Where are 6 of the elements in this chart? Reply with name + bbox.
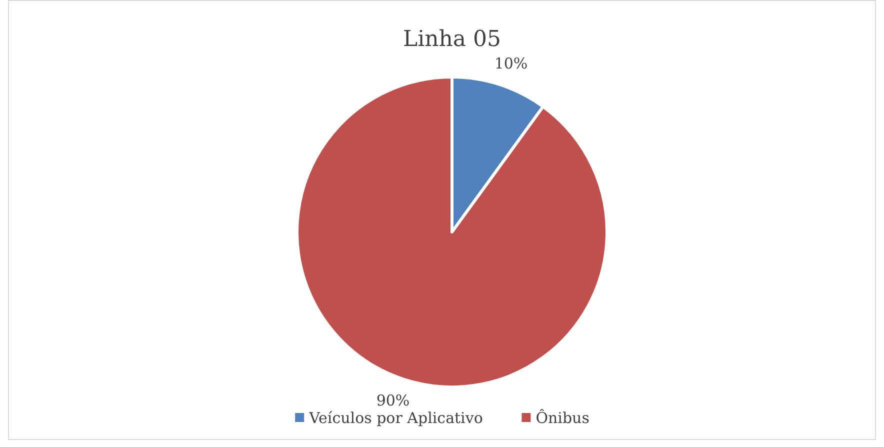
pie-slice	[296, 76, 608, 388]
legend-label: Ônibus	[536, 409, 590, 427]
legend-label: Veículos por Aplicativo	[308, 409, 483, 427]
chart-title: Linha 05	[402, 27, 502, 52]
data-label: 90%	[376, 391, 410, 410]
data-label: 10%	[494, 54, 528, 73]
